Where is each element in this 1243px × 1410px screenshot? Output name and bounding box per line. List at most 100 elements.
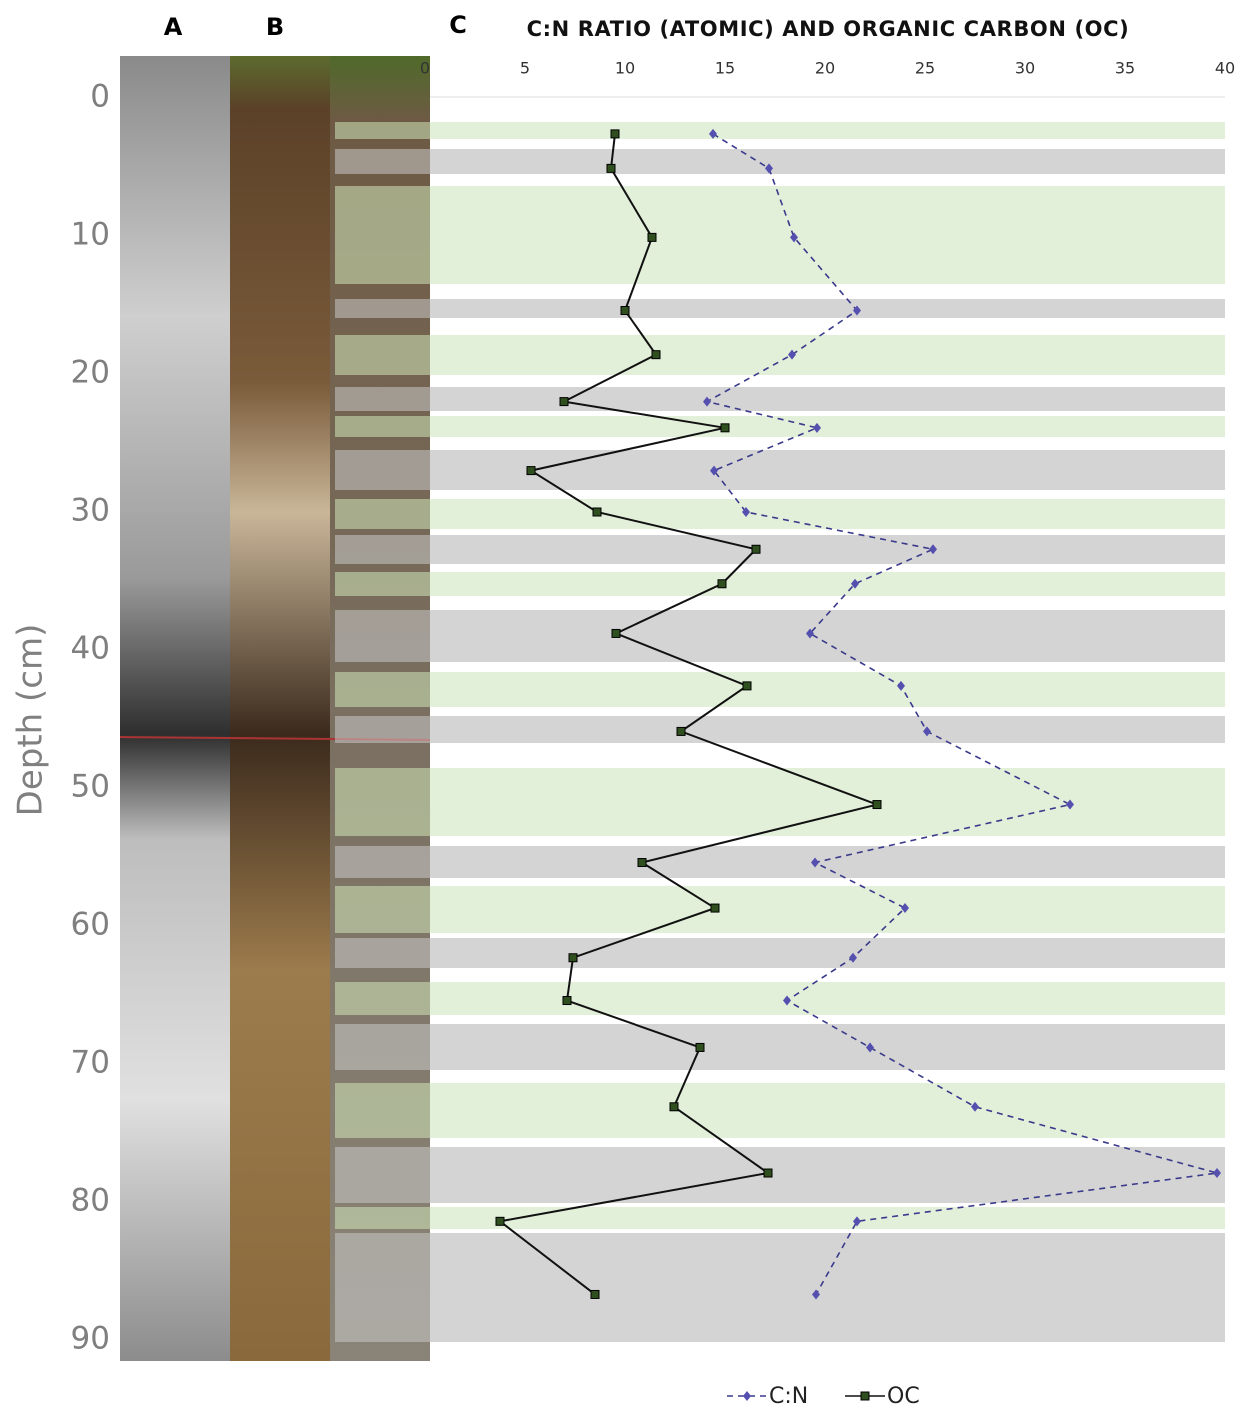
- y-tick-label: 80: [71, 1183, 110, 1219]
- y-tick-label: 10: [71, 217, 110, 253]
- layer-band: [430, 450, 1225, 490]
- layer-band: [430, 387, 1225, 411]
- core-photo-xray: [120, 56, 230, 1361]
- y-axis-title: Depth (cm): [11, 624, 51, 817]
- y-tick-label: 90: [71, 1321, 110, 1357]
- x-tick-label: 10: [615, 59, 635, 78]
- layer-band: [430, 299, 1225, 318]
- layer-band: [430, 982, 1225, 1015]
- point: [560, 398, 568, 406]
- layer-band: [335, 499, 430, 529]
- layer-band: [335, 149, 430, 174]
- y-tick-label: 70: [71, 1045, 110, 1081]
- layer-band: [335, 572, 430, 596]
- layer-band: [430, 1207, 1225, 1229]
- point: [607, 164, 615, 172]
- point: [611, 130, 619, 138]
- layer-band: [430, 886, 1225, 933]
- layer-band: [335, 610, 430, 662]
- layer-band: [430, 846, 1225, 878]
- layer-band: [335, 122, 430, 139]
- point: [752, 545, 760, 553]
- point: [563, 997, 571, 1005]
- layer-band: [430, 1147, 1225, 1203]
- layer-band: [430, 186, 1225, 284]
- panel-label: C: [449, 11, 467, 39]
- core-photo-color: [230, 56, 330, 1361]
- layer-band: [335, 768, 430, 836]
- point: [569, 954, 577, 962]
- layer-band: [335, 535, 430, 564]
- layer-band: [335, 1207, 430, 1229]
- layer-band: [335, 886, 430, 933]
- point: [527, 467, 535, 475]
- x-tick-label: 20: [815, 59, 835, 78]
- point: [718, 580, 726, 588]
- y-tick-label: 30: [71, 493, 110, 529]
- layer-band: [430, 122, 1225, 139]
- layer-band: [430, 335, 1225, 375]
- y-tick-label: 40: [71, 631, 110, 667]
- layer-band: [430, 610, 1225, 662]
- layer-band: [335, 299, 430, 318]
- point: [496, 1217, 504, 1225]
- legend-label: C:N: [769, 1384, 808, 1409]
- layer-band: [335, 1147, 430, 1203]
- x-tick-label: 40: [1215, 59, 1235, 78]
- layer-band: [335, 1024, 430, 1070]
- legend-marker: [861, 1392, 869, 1400]
- layer-band: [430, 768, 1225, 836]
- layer-band: [430, 499, 1225, 529]
- x-tick-label: 25: [915, 59, 935, 78]
- point: [670, 1103, 678, 1111]
- layer-band: [335, 938, 430, 968]
- layer-band: [335, 335, 430, 375]
- layer-band: [430, 572, 1225, 596]
- layer-band: [335, 416, 430, 437]
- legend-marker: [743, 1391, 751, 1401]
- x-tick-label: 5: [520, 59, 530, 78]
- point: [873, 801, 881, 809]
- point: [764, 1169, 772, 1177]
- point: [743, 682, 751, 690]
- point: [612, 629, 620, 637]
- layer-band: [430, 672, 1225, 707]
- layer-band: [335, 186, 430, 284]
- layer-band: [335, 1233, 430, 1342]
- x-tick-label: 0: [420, 59, 430, 78]
- y-tick-label: 0: [90, 79, 110, 115]
- point: [638, 859, 646, 867]
- layer-band: [335, 1083, 430, 1138]
- point: [591, 1290, 599, 1298]
- point: [696, 1043, 704, 1051]
- legend: C:N OC: [727, 1384, 920, 1409]
- layer-band: [430, 1083, 1225, 1138]
- legend-label: OC: [887, 1384, 920, 1409]
- y-tick-label: 50: [71, 769, 110, 805]
- chart: A B C C:N RATIO (ATOMIC) AND ORGANIC CAR…: [0, 0, 1243, 1410]
- layer-band: [335, 672, 430, 707]
- point: [648, 233, 656, 241]
- layer-band: [430, 149, 1225, 174]
- layer-band: [335, 450, 430, 490]
- point: [721, 424, 729, 432]
- y-tick-label: 60: [71, 907, 110, 943]
- layer-band: [335, 716, 430, 743]
- layer-band: [335, 982, 430, 1015]
- layer-band: [430, 416, 1225, 437]
- layer-bands: [335, 122, 1225, 1342]
- layer-band: [430, 938, 1225, 968]
- layer-band: [335, 846, 430, 878]
- layer-band: [430, 535, 1225, 564]
- panel-label: A: [164, 13, 183, 41]
- x-tick-label: 30: [1015, 59, 1035, 78]
- point: [677, 727, 685, 735]
- layer-band: [430, 1233, 1225, 1342]
- point: [652, 351, 660, 359]
- x-tick-label: 35: [1115, 59, 1135, 78]
- point: [593, 508, 601, 516]
- layer-band: [335, 387, 430, 411]
- panel-label: B: [266, 13, 284, 41]
- chart-title: C:N RATIO (ATOMIC) AND ORGANIC CARBON (O…: [527, 17, 1130, 41]
- point: [711, 904, 719, 912]
